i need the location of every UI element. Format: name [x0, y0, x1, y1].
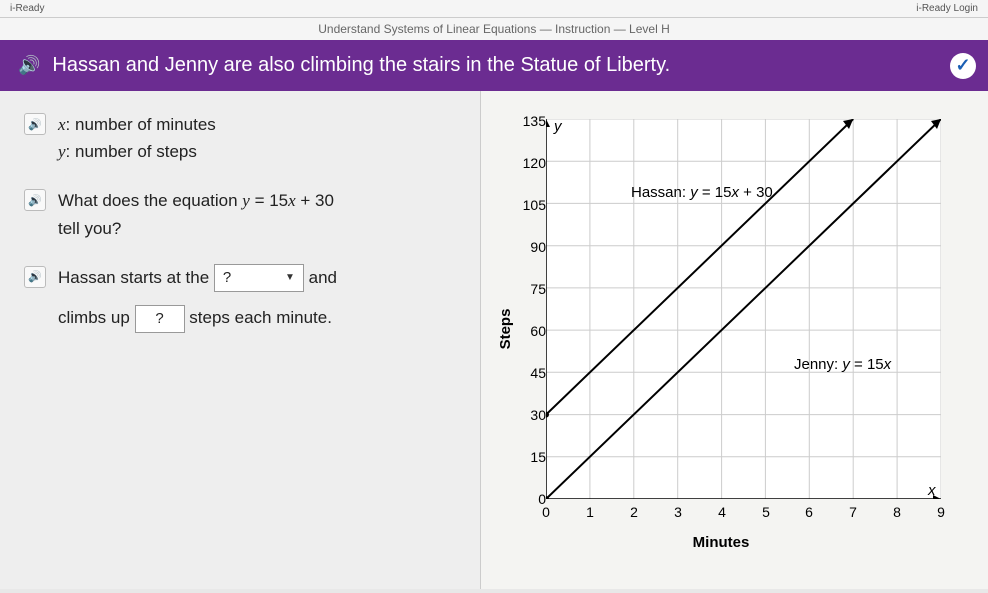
y-var-label: y: [553, 119, 563, 135]
y-tick: 105: [506, 197, 546, 213]
y-tick: 90: [506, 239, 546, 255]
variables-block: 🔊 x: number of minutes y: number of step…: [24, 111, 456, 165]
x-tick: 0: [536, 504, 556, 520]
x-var-label: x: [927, 482, 936, 499]
audio-icon[interactable]: 🔊: [24, 189, 46, 211]
x-tick: 2: [624, 504, 644, 520]
question-block: 🔊 What does the equation y = 15x + 30 te…: [24, 187, 456, 241]
y-tick: 30: [506, 407, 546, 423]
question-prefix: What does the equation: [58, 191, 242, 210]
x-tick: 9: [931, 504, 951, 520]
check-button[interactable]: ✓: [950, 53, 976, 79]
starts-at-dropdown[interactable]: ? ▼: [214, 264, 304, 292]
x-tick: 3: [668, 504, 688, 520]
hassan-label: Hassan: y = 15x + 30: [631, 184, 773, 201]
x-tick: 6: [799, 504, 819, 520]
steps-input[interactable]: ?: [135, 305, 185, 333]
x-tick: 7: [843, 504, 863, 520]
content-area: 🔊 x: number of minutes y: number of step…: [0, 91, 988, 589]
answer-text: steps each minute.: [189, 308, 332, 327]
y-tick: 15: [506, 449, 546, 465]
answer-line-1: Hassan starts at the ? ▼ and: [58, 264, 337, 293]
answer-block: 🔊 Hassan starts at the ? ▼ and climbs up…: [24, 264, 456, 333]
question-text: What does the equation y = 15x + 30 tell…: [58, 187, 334, 241]
y-tick: 60: [506, 323, 546, 339]
y-tick: 135: [506, 113, 546, 129]
x-tick: 4: [712, 504, 732, 520]
chevron-down-icon: ▼: [285, 270, 295, 286]
y-tick: 45: [506, 365, 546, 381]
answer-text: Hassan starts at the: [58, 268, 214, 287]
x-tick: 1: [580, 504, 600, 520]
title-bar: 🔊 Hassan and Jenny are also climbing the…: [0, 40, 988, 91]
chart-svg: Hassan: y = 15x + 30 Jenny: y = 15x y x: [546, 119, 941, 499]
x-axis-title: Minutes: [693, 534, 750, 551]
chart-panel: Steps Minutes 135 120 105 90 75 60 45 30…: [480, 91, 988, 589]
jenny-label: Jenny: y = 15x: [794, 356, 892, 373]
question-suffix: tell you?: [58, 219, 121, 238]
input-value: ?: [155, 307, 163, 331]
audio-icon[interactable]: 🔊: [24, 266, 46, 288]
brand-label: i-Ready: [10, 3, 44, 14]
y-tick: 120: [506, 155, 546, 171]
login-label[interactable]: i-Ready Login: [916, 3, 978, 14]
answer-text: and: [309, 268, 337, 287]
x-definition: x: number of minutes: [58, 111, 216, 138]
chart: Steps Minutes 135 120 105 90 75 60 45 30…: [491, 109, 951, 549]
jenny-line: [546, 119, 941, 499]
y-definition: y: number of steps: [58, 138, 216, 165]
x-tick: 8: [887, 504, 907, 520]
dropdown-value: ?: [223, 266, 231, 290]
left-panel: 🔊 x: number of minutes y: number of step…: [0, 91, 480, 589]
top-bar: i-Ready i-Ready Login: [0, 0, 988, 18]
x-tick: 5: [756, 504, 776, 520]
answer-line-2: climbs up ? steps each minute.: [58, 304, 337, 333]
page-title: Hassan and Jenny are also climbing the s…: [52, 54, 670, 77]
y-tick: 75: [506, 281, 546, 297]
audio-icon[interactable]: 🔊: [18, 55, 40, 76]
answer-text: climbs up: [58, 308, 135, 327]
breadcrumb: Understand Systems of Linear Equations —…: [0, 18, 988, 40]
audio-icon[interactable]: 🔊: [24, 113, 46, 135]
